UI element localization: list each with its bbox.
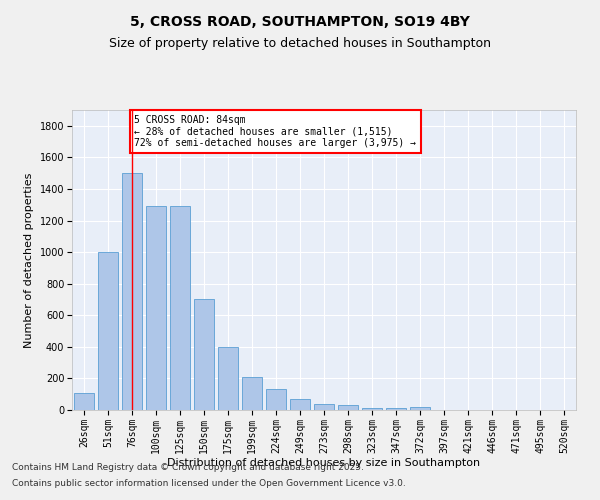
Text: 5 CROSS ROAD: 84sqm
← 28% of detached houses are smaller (1,515)
72% of semi-det: 5 CROSS ROAD: 84sqm ← 28% of detached ho… xyxy=(134,114,416,148)
Bar xyxy=(218,347,238,410)
Bar xyxy=(266,388,286,410)
Y-axis label: Number of detached properties: Number of detached properties xyxy=(24,172,34,348)
Bar xyxy=(290,399,310,410)
X-axis label: Distribution of detached houses by size in Southampton: Distribution of detached houses by size … xyxy=(167,458,481,468)
Bar xyxy=(98,252,118,410)
Text: Size of property relative to detached houses in Southampton: Size of property relative to detached ho… xyxy=(109,38,491,51)
Bar xyxy=(146,206,166,410)
Text: 5, CROSS ROAD, SOUTHAMPTON, SO19 4BY: 5, CROSS ROAD, SOUTHAMPTON, SO19 4BY xyxy=(130,15,470,29)
Bar xyxy=(170,206,190,410)
Bar xyxy=(314,404,334,410)
Bar xyxy=(362,408,382,410)
Bar xyxy=(386,408,406,410)
Bar xyxy=(242,377,262,410)
Text: Contains HM Land Registry data © Crown copyright and database right 2025.: Contains HM Land Registry data © Crown c… xyxy=(12,464,364,472)
Bar xyxy=(338,406,358,410)
Bar xyxy=(410,407,430,410)
Bar xyxy=(194,300,214,410)
Bar xyxy=(122,173,142,410)
Bar xyxy=(74,394,94,410)
Text: Contains public sector information licensed under the Open Government Licence v3: Contains public sector information licen… xyxy=(12,478,406,488)
